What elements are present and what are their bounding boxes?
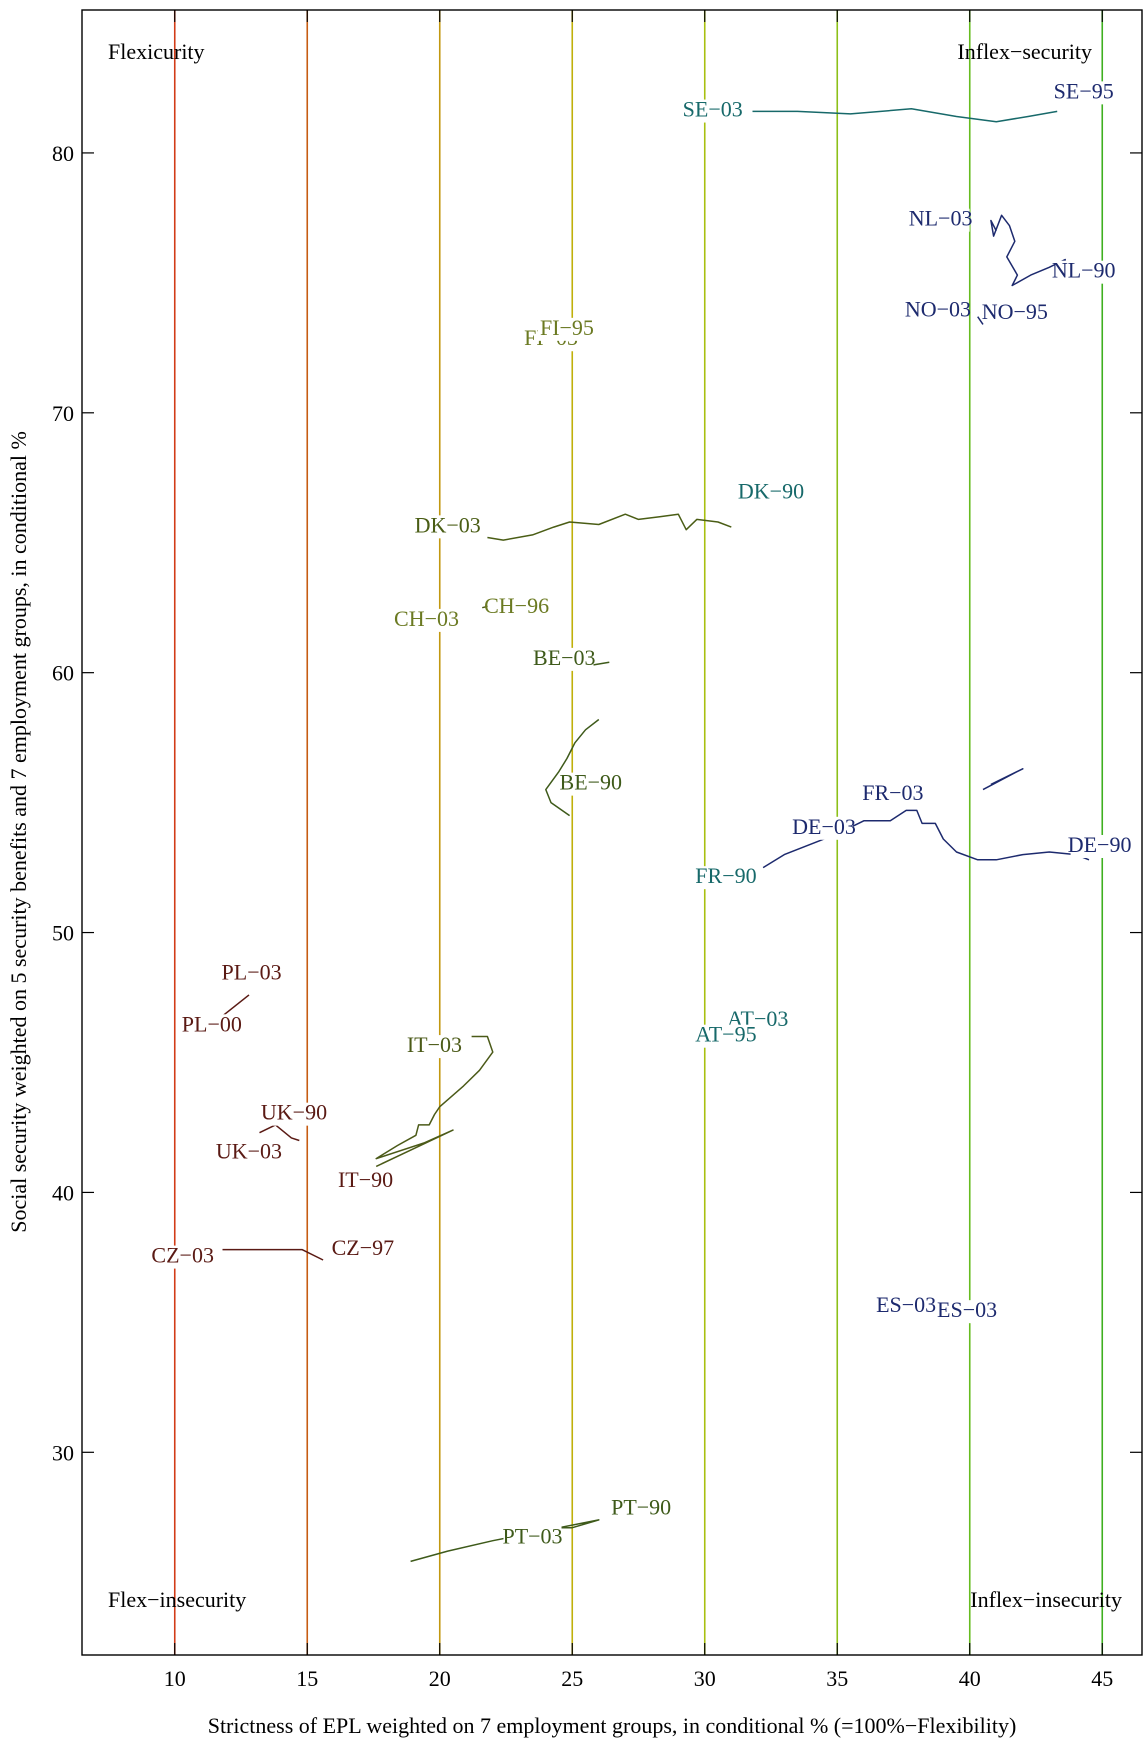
point-label-background [487, 595, 546, 619]
point-label-background [696, 866, 755, 890]
series-line-3 [977, 316, 984, 325]
x-tick-label: 20 [429, 1666, 451, 1691]
point-label-background [503, 1526, 562, 1550]
point-label-background [336, 1170, 395, 1194]
point-label-background [561, 772, 620, 796]
point-label: CH−03 [394, 606, 459, 631]
point-label-background [683, 99, 742, 123]
point-label: NL−90 [1052, 258, 1116, 283]
point-label: FR−90 [695, 863, 756, 888]
series-line-11 [375, 1035, 494, 1168]
point-label-background [938, 1300, 997, 1324]
point-label: NO−95 [982, 299, 1048, 324]
x-axis-label: Strictness of EPL weighted on 7 employme… [208, 1713, 1017, 1738]
plot-area-background [82, 10, 1142, 1655]
point-label-background [222, 962, 281, 986]
point-label: ES−03 [876, 1292, 936, 1317]
point-label: NO−03 [905, 297, 971, 322]
y-tick-label: 60 [52, 661, 74, 686]
x-tick-label: 15 [296, 1666, 318, 1691]
point-label: DE−90 [1068, 832, 1132, 857]
point-label-background [265, 1102, 323, 1126]
x-tick-label: 40 [959, 1666, 981, 1691]
point-label: IT−03 [407, 1032, 462, 1057]
point-label-background [911, 208, 970, 232]
axis-ticks: 10 15 20 25 30 35 40 45 30 40 50 60 70 80 [52, 10, 1142, 1691]
series-line-9 [982, 768, 1024, 791]
plot-frame [81, 9, 1143, 1656]
point-label-background [696, 1024, 755, 1048]
point-label: UK−03 [216, 1139, 282, 1164]
point-label: FR−03 [862, 780, 923, 805]
point-label-background [1054, 260, 1113, 284]
point-label-background [863, 783, 922, 807]
point-label: DE−03 [792, 814, 856, 839]
point-label: NL−03 [909, 206, 973, 231]
series-line-1 [752, 108, 1058, 123]
point-label: BE−03 [533, 645, 596, 670]
point-labels: SE−03SE−95NL−03NL−90NO−03NO−95FI−03FI−95… [151, 78, 1132, 1550]
point-label: UK−90 [261, 1100, 327, 1125]
x-tick-label: 35 [826, 1666, 848, 1691]
series-line-12 [259, 1124, 300, 1142]
point-label-background [537, 317, 596, 341]
y-tick-label: 50 [52, 921, 74, 946]
point-label-background [877, 1294, 936, 1318]
point-label-background [535, 647, 594, 671]
series-line-7 [545, 718, 600, 817]
y-axis-label: Social security weighted on 5 security b… [6, 431, 31, 1233]
point-label-background [1070, 834, 1129, 858]
x-tick-label: 10 [164, 1666, 186, 1691]
point-label-background [219, 1141, 278, 1165]
x-tick-label: 25 [561, 1666, 583, 1691]
point-label-background [397, 608, 456, 632]
point-label-background [1054, 81, 1113, 105]
point-label-background [908, 299, 967, 323]
quadrant-label-bottom-left: Flex−insecurity [108, 1587, 246, 1612]
point-label-background [405, 1035, 464, 1059]
point-label: PL−03 [222, 959, 282, 984]
point-label: AT−95 [695, 1022, 756, 1047]
series-line-13 [222, 1248, 324, 1261]
point-label: PL−00 [182, 1011, 242, 1036]
point-label: BE−90 [560, 770, 623, 795]
point-label-background [333, 1237, 392, 1261]
quadrant-label-bottom-right: Inflex−insecurity [970, 1587, 1122, 1612]
point-label: CH−96 [484, 593, 549, 618]
point-label: PT−03 [502, 1523, 562, 1548]
point-label: SE−03 [683, 97, 743, 122]
x-tick-label: 45 [1091, 1666, 1113, 1691]
series-line-4 [487, 513, 732, 541]
y-tick-label: 80 [52, 141, 74, 166]
point-label-background [742, 481, 800, 505]
point-label: IT−90 [338, 1167, 393, 1192]
quadrant-label-top-right: Inflex−security [957, 39, 1092, 64]
series-line-6 [593, 661, 610, 666]
point-label: SE−95 [1054, 78, 1114, 103]
point-label-background [182, 1014, 241, 1038]
y-tick-label: 70 [52, 401, 74, 426]
quadrant-label-top-left: Flexicurity [108, 39, 205, 64]
x-tick-label: 30 [694, 1666, 716, 1691]
point-label: CZ−97 [332, 1235, 395, 1260]
point-label-background [795, 816, 853, 840]
point-label: CZ−03 [151, 1243, 214, 1268]
y-tick-label: 30 [52, 1440, 74, 1465]
point-label-background [418, 515, 477, 539]
point-label: DK−90 [738, 479, 804, 504]
point-label: ES−03 [937, 1297, 997, 1322]
point-label: PT−90 [611, 1495, 671, 1520]
point-label: FI−95 [540, 315, 594, 340]
point-label-background [153, 1245, 212, 1269]
point-label-background [985, 302, 1044, 326]
point-label-background [612, 1497, 671, 1521]
y-tick-label: 40 [52, 1180, 74, 1205]
series-line-2 [990, 214, 1066, 287]
point-label: DK−03 [415, 512, 481, 537]
